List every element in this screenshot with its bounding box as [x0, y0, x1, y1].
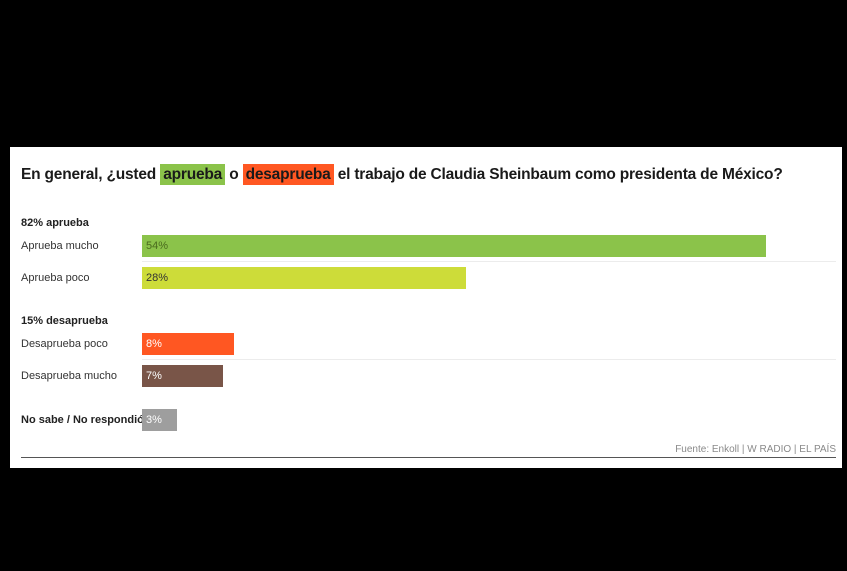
bar-value-label: 8%	[146, 338, 162, 350]
source-text: Fuente: Enkoll | W RADIO | EL PAÍS	[675, 444, 836, 455]
bar-value-label: 54%	[146, 240, 169, 252]
footer-divider	[21, 457, 836, 458]
bar	[142, 235, 766, 257]
row-label: Desaprueba poco	[21, 338, 108, 350]
title-text-3: el trabajo de Claudia Sheinbaum como pre…	[333, 166, 783, 183]
bar	[142, 365, 223, 387]
bar-value-label: 3%	[146, 414, 162, 426]
title-text-2: o	[225, 166, 243, 183]
bar	[142, 267, 466, 289]
row-separator	[142, 261, 836, 262]
row-separator	[142, 359, 836, 360]
row-label: Aprueba poco	[21, 272, 90, 284]
title-text-1: En general, ¿usted	[21, 166, 161, 183]
chart-card: En general, ¿usted aprueba o desaprueba …	[10, 147, 842, 468]
group-label: 82% aprueba	[21, 217, 89, 229]
chart-title: En general, ¿usted aprueba o desaprueba …	[21, 164, 836, 185]
bar	[142, 333, 234, 355]
bar-value-label: 7%	[146, 370, 162, 382]
group-label: 15% desaprueba	[21, 315, 108, 327]
desaprueba-highlight: desaprueba	[242, 164, 334, 185]
row-label: Desaprueba mucho	[21, 370, 118, 382]
bar-value-label: 28%	[146, 272, 169, 284]
bar	[142, 409, 177, 431]
aprueba-highlight: aprueba	[160, 164, 226, 185]
row-label: Aprueba mucho	[21, 240, 99, 252]
row-label: No sabe / No respondió	[21, 414, 144, 426]
